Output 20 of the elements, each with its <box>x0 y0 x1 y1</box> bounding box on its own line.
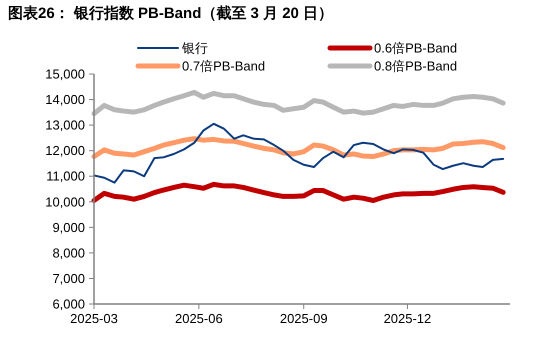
legend-label: 0.6倍PB-Band <box>374 40 458 56</box>
chart-title: 图表26： 银行指数 PB-Band（截至 3 月 20 日） <box>8 5 334 22</box>
y-tick-label: 14,000 <box>45 92 85 108</box>
y-tick-label: 13,000 <box>45 118 85 133</box>
y-tick-label: 11,000 <box>46 168 85 184</box>
y-tick-label: 7,000 <box>52 270 85 286</box>
y-tick-label: 10,000 <box>45 194 85 210</box>
legend-label: 0.7倍PB-Band <box>182 58 266 74</box>
x-tick-label: 2025-09 <box>280 311 328 326</box>
x-tick-label: 2025-12 <box>384 311 432 326</box>
y-tick-label: 6,000 <box>52 296 85 312</box>
y-tick-label: 12,000 <box>45 143 85 158</box>
x-tick-label: 2025-06 <box>174 311 223 326</box>
x-tick-label: 2025-03 <box>70 311 118 326</box>
y-tick-label: 8,000 <box>52 245 85 260</box>
y-tick-label: 9,000 <box>52 220 85 235</box>
legend-label: 银行 <box>181 40 208 56</box>
y-tick-label: 15,000 <box>45 66 85 82</box>
legend-label: 0.8倍PB-Band <box>374 58 458 74</box>
line-series <box>93 122 504 184</box>
